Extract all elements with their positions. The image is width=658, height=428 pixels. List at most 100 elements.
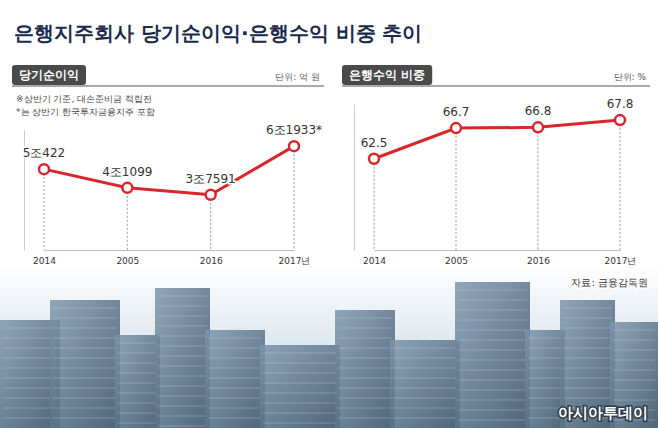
building-window: [613, 370, 655, 371]
building-window: [3, 418, 57, 419]
building-window: [3, 358, 57, 359]
building-window: [208, 418, 262, 419]
data-point: [533, 122, 543, 132]
building-window: [3, 368, 57, 369]
building-window: [458, 300, 527, 301]
building-window: [528, 358, 562, 359]
building-window: [338, 408, 392, 409]
building-window: [208, 368, 262, 369]
building-window: [53, 358, 117, 359]
building-window: [393, 398, 457, 399]
building-window: [338, 318, 392, 319]
x-tick: 2005: [116, 256, 139, 266]
x-tick: 2017년: [605, 256, 637, 266]
building-window: [263, 363, 337, 364]
building-window: [263, 393, 337, 394]
panel-tab: [342, 65, 432, 85]
building-window: [118, 363, 157, 364]
infographic: 은행지주회사 당기순이익·은행수익 비중 추이당기순이익단위: 억 원※상반기 …: [0, 0, 658, 428]
building-window: [158, 416, 207, 417]
credit-logo: 아시아투데이: [558, 404, 648, 422]
data-label: 3조7591: [186, 172, 236, 186]
building-window: [613, 350, 655, 351]
building-window: [613, 340, 655, 341]
building-window: [3, 388, 57, 389]
data-point: [615, 115, 625, 125]
building-window: [263, 383, 337, 384]
building-window: [458, 330, 527, 331]
building-window: [53, 418, 117, 419]
chart-title: 은행지주회사 당기순이익·은행수익 비중 추이: [14, 21, 423, 45]
building-window: [338, 388, 392, 389]
x-axis: 2014200520162017년: [33, 251, 310, 267]
building-window: [338, 378, 392, 379]
building-window: [158, 356, 207, 357]
drop-line: [374, 159, 375, 250]
building-window: [338, 418, 392, 419]
building-window: [528, 408, 562, 409]
data-label: 5조422: [23, 146, 66, 160]
building-window: [528, 388, 562, 389]
building-window: [118, 353, 157, 354]
building-window: [338, 398, 392, 399]
building-window: [208, 348, 262, 349]
building-window: [118, 383, 157, 384]
building-window: [263, 373, 337, 374]
building-window: [528, 348, 562, 349]
building-window: [3, 378, 57, 379]
building-window: [393, 348, 457, 349]
building-window: [338, 348, 392, 349]
x-tick-label: 2016: [527, 256, 550, 266]
building-window: [613, 390, 655, 391]
panel-rule: [342, 86, 650, 87]
building-window: [458, 410, 527, 411]
building-window: [158, 426, 207, 427]
drop-line: [294, 146, 295, 250]
building-window: [528, 398, 562, 399]
building-window: [158, 306, 207, 307]
building-window: [118, 413, 157, 414]
building-window: [3, 398, 57, 399]
building-window: [263, 353, 337, 354]
x-tick: 2017년: [279, 256, 311, 266]
building-window: [393, 358, 457, 359]
x-tick: 2014: [33, 256, 56, 266]
building-window: [338, 338, 392, 339]
data-label: 66.7: [443, 105, 470, 119]
building-window: [458, 420, 527, 421]
background: [0, 0, 658, 428]
x-axis: 2014200520162017년: [363, 251, 636, 267]
building-window: [338, 358, 392, 359]
building-window: [3, 408, 57, 409]
building-window: [263, 403, 337, 404]
building-window: [393, 378, 457, 379]
building-window: [338, 328, 392, 329]
x-tick-label: 2005: [116, 256, 139, 266]
building-window: [208, 338, 262, 339]
building-window: [393, 408, 457, 409]
drop-line: [210, 195, 211, 250]
building-window: [158, 376, 207, 377]
drop-line: [127, 188, 128, 250]
building-window: [563, 398, 612, 399]
building-window: [158, 336, 207, 337]
building-window: [158, 346, 207, 347]
building-window: [613, 380, 655, 381]
building-window: [208, 358, 262, 359]
plot-area: [39, 141, 299, 250]
building: [260, 345, 340, 428]
building-window: [458, 320, 527, 321]
building-window: [458, 290, 527, 291]
panel-title: 은행수익 비중: [349, 68, 425, 82]
drop-line: [620, 120, 621, 250]
building-window: [528, 338, 562, 339]
building-window: [458, 400, 527, 401]
x-axis-line: [375, 250, 621, 251]
building-window: [458, 390, 527, 391]
building-window: [563, 338, 612, 339]
building-window: [208, 398, 262, 399]
drop-line: [44, 169, 45, 250]
building-window: [158, 296, 207, 297]
building-window: [208, 408, 262, 409]
x-tick: 2005: [445, 256, 468, 266]
